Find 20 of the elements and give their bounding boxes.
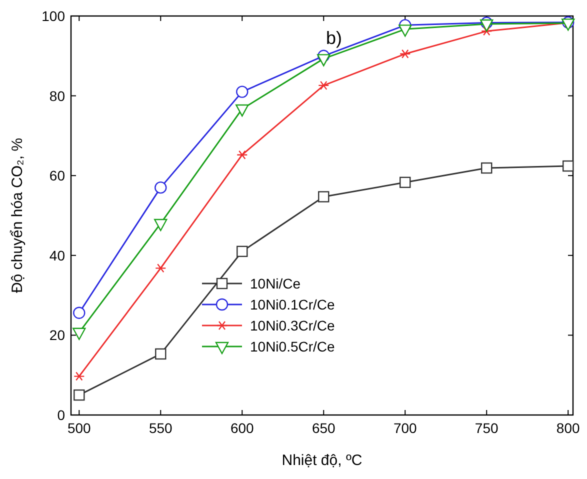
legend-label: 10Ni0.1Cr/Ce xyxy=(250,296,336,312)
x-tick-label: 600 xyxy=(230,420,254,436)
x-tick-label: 700 xyxy=(393,420,418,436)
x-tick-label: 800 xyxy=(556,420,580,436)
x-tick-label: 750 xyxy=(474,420,499,436)
annotation: b) xyxy=(326,28,342,48)
y-tick-label: 0 xyxy=(57,407,66,423)
x-tick-label: 650 xyxy=(312,420,336,436)
legend-label: 10Ni0.5Cr/Ce xyxy=(250,338,336,354)
y-tick-label: 60 xyxy=(49,168,66,184)
legend-label: 10Ni/Ce xyxy=(250,276,301,292)
y-axis-title: Độ chuyển hóa CO₂, % xyxy=(9,138,26,294)
x-tick-label: 550 xyxy=(148,420,173,436)
y-tick-label: 100 xyxy=(42,8,66,24)
y-tick-label: 80 xyxy=(49,88,66,104)
y-tick-label: 20 xyxy=(49,327,66,344)
x-tick-label: 500 xyxy=(67,420,92,436)
x-axis-title: Nhiệt độ, ºC xyxy=(282,452,362,469)
legend-label: 10Ni0.3Cr/Ce xyxy=(250,318,336,334)
y-tick-label: 40 xyxy=(49,247,66,264)
